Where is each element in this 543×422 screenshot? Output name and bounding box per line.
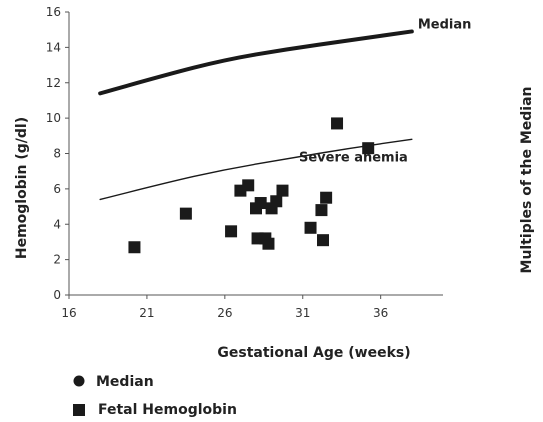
fetal-hemoglobin-point: [276, 184, 289, 197]
legend-fetal-hemoglobin-label: Fetal Hemoglobin: [98, 402, 237, 418]
y-tick-label: 4: [53, 217, 61, 231]
fetal-hemoglobin-point: [362, 142, 375, 155]
x-tick-label: 31: [295, 306, 310, 320]
x-tick-label: 36: [373, 306, 388, 320]
median-curve-label: Median: [418, 17, 472, 32]
fetal-hemoglobin-point: [242, 179, 255, 192]
x-axis-title: Gestational Age (weeks): [217, 345, 410, 361]
x-tick-label: 21: [139, 306, 154, 320]
fetal-hemoglobin-point: [179, 207, 192, 220]
fetal-hemoglobin-point: [225, 225, 238, 238]
y-axis-title: Hemoglobin (g/dl): [14, 117, 30, 259]
legend-fetal-hemoglobin-marker: [73, 404, 85, 416]
y-tick-label: 6: [53, 182, 61, 196]
fetal-hemoglobin-point: [317, 234, 330, 247]
legend-median-label: Median: [96, 374, 154, 390]
fetal-hemoglobin-point: [320, 191, 333, 204]
legend-median-marker: [73, 375, 85, 387]
y-tick-label: 16: [46, 5, 61, 19]
x-tick-label: 26: [217, 306, 232, 320]
y-tick-label: 0: [53, 288, 61, 302]
fetal-hemoglobin-point: [128, 241, 141, 254]
fetal-hemoglobin-point: [304, 221, 317, 234]
y-tick-label: 2: [53, 253, 61, 267]
fetal-hemoglobin-point: [270, 195, 283, 208]
fetal-hemoglobin-point: [262, 237, 275, 250]
fetal-hemoglobin-point: [331, 117, 344, 130]
secondary-y-axis-title: Multiples of the Median: [519, 87, 535, 274]
x-tick-label: 16: [61, 306, 76, 320]
severe-anemia-curve: [99, 138, 413, 201]
fetal-hemoglobin-point: [254, 197, 267, 210]
y-tick-label: 8: [53, 147, 61, 161]
y-tick-label: 10: [46, 111, 61, 125]
plot-area: 0 2 4 6 8 10 12 14 16 16 21 26 31 36 Median Severe anem…: [46, 5, 472, 320]
legend: Median Fetal Hemoglobin: [73, 374, 237, 418]
y-tick-label: 14: [46, 40, 61, 54]
y-tick-label: 12: [46, 76, 61, 90]
severe-anemia-curve-label: Severe anemia: [299, 150, 408, 165]
median-curve: [98, 29, 414, 96]
fetal-hemoglobin-point: [315, 204, 328, 217]
